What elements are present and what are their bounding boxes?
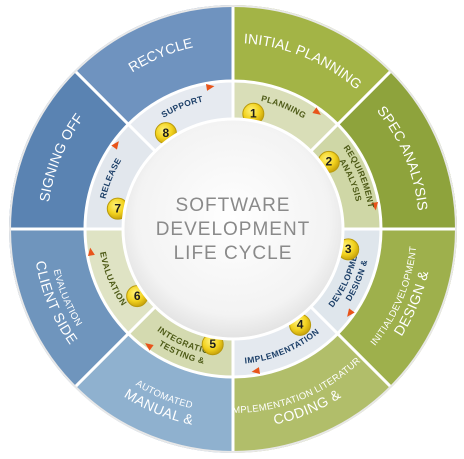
step-number-5: 5: [209, 337, 216, 351]
outer-segment-4: [233, 333, 392, 453]
inner-segment-4: [233, 306, 338, 377]
flow-arrow-1: [312, 107, 321, 115]
inner-ring: [85, 81, 381, 377]
flow-arrow-6: [87, 247, 95, 257]
center-title-line2: DEVELOPMENT: [156, 219, 311, 240]
flow-arrow-7: [111, 141, 119, 150]
outer-segment-3: [337, 229, 457, 388]
outer-segment-7: [9, 70, 129, 229]
center-title-line1: SOFTWARE: [176, 195, 291, 216]
outer-segment-8: [74, 5, 233, 125]
center-title-line3: LIFE CYCLE: [174, 243, 293, 264]
step-number-4: 4: [297, 318, 304, 332]
segment-divider: [309, 305, 393, 389]
step-number-7: 7: [114, 201, 121, 215]
outer-segment-1: [233, 5, 392, 125]
flow-arrows: [87, 83, 379, 375]
segment-dividers: [9, 5, 457, 453]
outer-segment-6: [9, 229, 129, 388]
inner-segment-2: [310, 124, 381, 229]
segment-divider: [73, 69, 157, 153]
flow-arrow-8: [205, 83, 215, 91]
inner-segment-7: [85, 124, 156, 229]
flow-arrow-3: [347, 308, 355, 317]
outer-ring: [9, 5, 457, 453]
inner-segment-6: [85, 229, 156, 334]
center-disc: [121, 117, 345, 341]
outer-segment-2: [337, 70, 457, 229]
inner-segment-3: [310, 229, 381, 334]
flow-arrow-5: [145, 343, 154, 351]
ring-divider: [83, 79, 383, 379]
flow-arrow-2: [371, 201, 379, 211]
step-number-2: 2: [325, 155, 332, 169]
step-number-1: 1: [250, 106, 257, 120]
step-number-3: 3: [345, 242, 352, 256]
segment-divider: [73, 305, 157, 389]
outer-rim: [9, 5, 457, 453]
inner-segment-8: [128, 81, 233, 152]
inner-segment-5: [128, 306, 233, 377]
outer-segment-5: [74, 333, 233, 453]
inner-segment-1: [233, 81, 338, 152]
segment-divider: [309, 69, 393, 153]
step-number-6: 6: [134, 289, 141, 303]
flow-arrow-4: [251, 367, 261, 375]
step-number-8: 8: [163, 126, 170, 140]
